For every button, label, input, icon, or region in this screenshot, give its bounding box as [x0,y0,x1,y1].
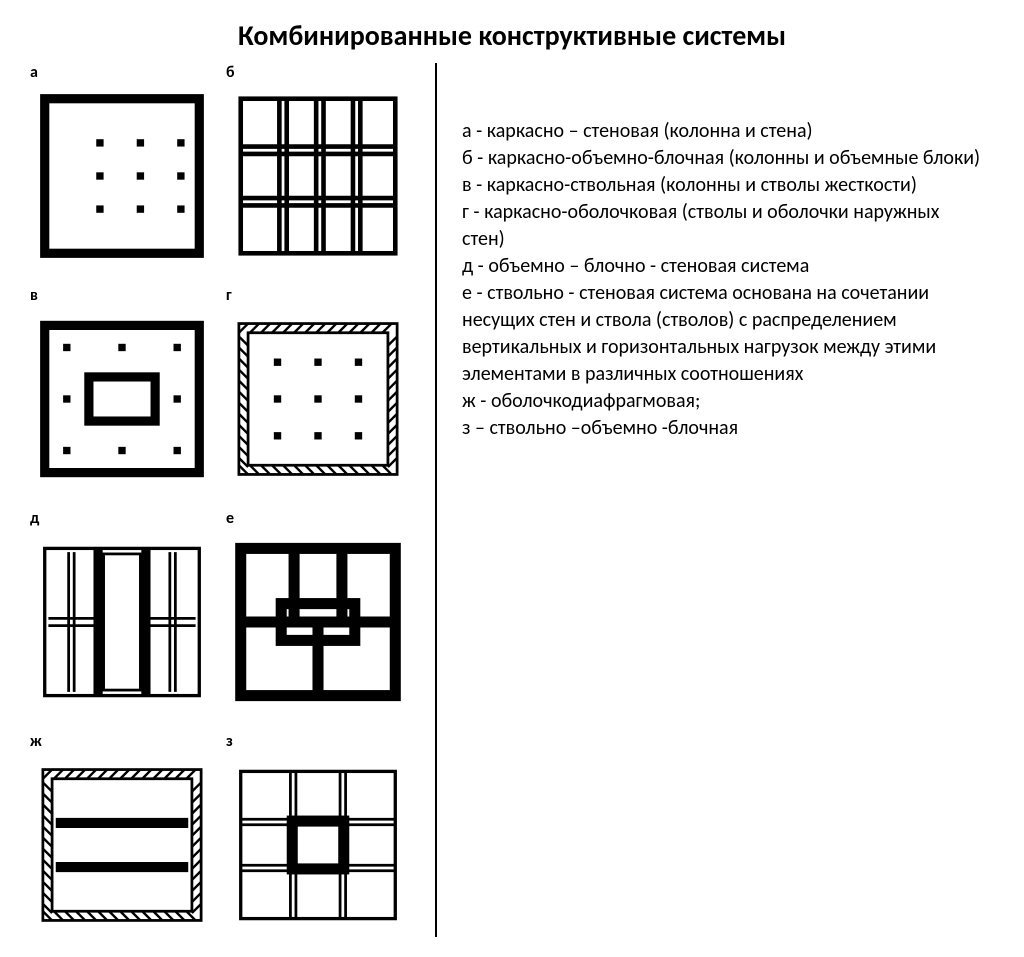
diagram-label-z: з [226,732,410,750]
diagram-cell-g: г [226,286,410,491]
legend: а - каркасно – стеновая (колонна и стена… [462,63,994,937]
diagram-g [226,307,410,491]
diagram-b [226,84,410,268]
diagram-label-d: д [30,509,214,527]
diagram-z [226,753,410,937]
diagram-zh [30,753,214,937]
diagram-cell-d: д [30,509,214,714]
legend-item-zh: ж - оболочкодиафрагмовая; [462,388,984,415]
legend-item-d: д - объемно – блочно - стеновая система [462,253,984,280]
legend-item-a: а - каркасно – стеновая (колонна и стена… [462,118,984,145]
diagram-e [226,530,410,714]
diagram-label-a: а [30,63,214,81]
legend-item-g: г - каркасно-оболочковая (стволы и оболо… [462,199,984,253]
diagram-cell-a: а [30,63,214,268]
diagram-cell-b: б [226,63,410,268]
page-title: Комбинированные конструктивные системы [0,0,1024,63]
diagram-label-b: б [226,63,410,81]
diagram-v [30,307,214,491]
diagram-cell-v: в [30,286,214,491]
diagram-cell-e: е [226,509,410,714]
diagram-label-e: е [226,509,410,527]
diagram-label-g: г [226,286,410,304]
diagram-grid: а б [30,63,437,937]
diagram-d [30,530,214,714]
diagram-cell-z: з [226,732,410,937]
legend-item-v: в - каркасно-ствольная (колонны и стволы… [462,172,984,199]
diagram-cell-zh: ж [30,732,214,937]
legend-item-e: е - ствольно - стеновая система основана… [462,280,984,388]
legend-item-z: з – ствольно –объемно -блочная [462,415,984,442]
diagram-label-zh: ж [30,732,214,750]
content-row: а б [0,63,1024,957]
diagram-a [30,84,214,268]
legend-item-b: б - каркасно-объемно-блочная (колонны и … [462,145,984,172]
diagram-label-v: в [30,286,214,304]
